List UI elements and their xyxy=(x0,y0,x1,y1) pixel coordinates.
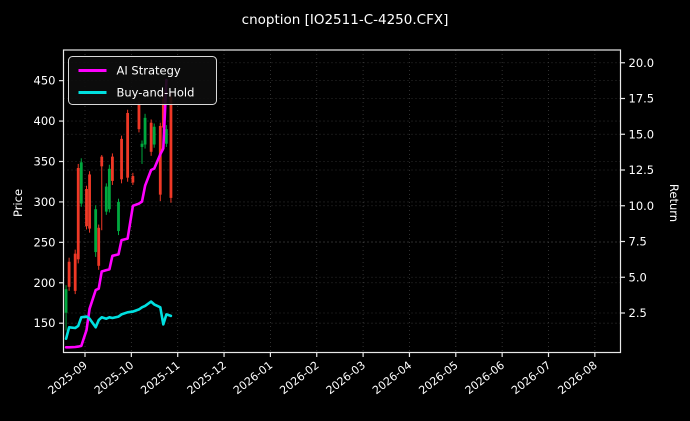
plot-border xyxy=(62,49,622,354)
candle-body xyxy=(85,188,88,227)
candle-body xyxy=(169,96,173,198)
candle-body xyxy=(152,126,156,145)
x-tick-label: 2026-03 xyxy=(324,359,368,398)
left-tick-label: 250 xyxy=(34,235,56,249)
candle-body xyxy=(126,112,130,178)
x-tick-label: 2025-10 xyxy=(92,359,136,398)
x-tick-label: 2025-09 xyxy=(46,359,90,398)
candle-body xyxy=(131,176,135,183)
x-tick-label: 2026-05 xyxy=(416,359,460,398)
right-tick-label: 20.0 xyxy=(629,56,655,70)
right-tick-label: 17.5 xyxy=(629,92,655,106)
x-tick-label: 2026-02 xyxy=(277,359,321,398)
candle-body xyxy=(143,117,147,145)
candle-body xyxy=(64,289,68,313)
left-tick-label: 350 xyxy=(34,155,56,169)
candle-body xyxy=(88,174,91,229)
x-tick-label: 2026-08 xyxy=(555,359,599,398)
right-tick-label: 7.5 xyxy=(629,235,647,249)
left-tick-label: 150 xyxy=(34,316,56,330)
x-tick-label: 2026-06 xyxy=(463,359,507,398)
candle-body xyxy=(67,261,71,287)
left-axis-label: Price xyxy=(11,188,25,218)
right-tick-label: 5.0 xyxy=(629,270,647,284)
right-tick-label: 10.0 xyxy=(629,199,655,213)
candle-body xyxy=(100,156,104,167)
legend-label: Buy-and-Hold xyxy=(117,86,195,100)
left-tick-label: 300 xyxy=(34,195,56,209)
candle-body xyxy=(164,129,168,144)
buy-and-hold-line xyxy=(64,300,173,340)
ai-strategy-line xyxy=(64,78,168,349)
candle-body xyxy=(104,186,108,212)
candle-body xyxy=(161,98,165,128)
candle-body xyxy=(79,162,83,204)
left-tick-label: 200 xyxy=(34,276,56,290)
x-tick-label: 2026-07 xyxy=(509,359,553,398)
right-tick-label: 2.5 xyxy=(629,306,647,320)
candle-body xyxy=(158,125,162,195)
candle-body xyxy=(140,143,144,147)
candle-body xyxy=(94,209,98,253)
candle-body xyxy=(111,156,114,181)
left-tick-label: 450 xyxy=(34,74,56,88)
x-tick-label: 2025-11 xyxy=(138,359,182,398)
candle-body xyxy=(107,168,111,210)
right-axis-label: Return xyxy=(667,183,681,223)
candle-body xyxy=(137,104,141,130)
right-tick-label: 12.5 xyxy=(629,163,655,177)
candle-body xyxy=(117,201,120,232)
legend-label: AI Strategy xyxy=(117,64,181,78)
candle-body xyxy=(120,138,123,180)
candle-body xyxy=(97,227,101,266)
x-tick-label: 2026-04 xyxy=(370,359,414,398)
candle-body xyxy=(149,122,153,152)
x-tick-label: 2026-01 xyxy=(231,359,275,398)
candle-body xyxy=(73,253,77,291)
right-tick-label: 15.0 xyxy=(629,127,655,141)
chart-title: cnoption [IO2511-C-4250.CFX] xyxy=(241,12,449,28)
left-tick-label: 400 xyxy=(34,114,56,128)
candle-body xyxy=(76,167,80,260)
x-tick-label: 2025-12 xyxy=(185,359,229,398)
